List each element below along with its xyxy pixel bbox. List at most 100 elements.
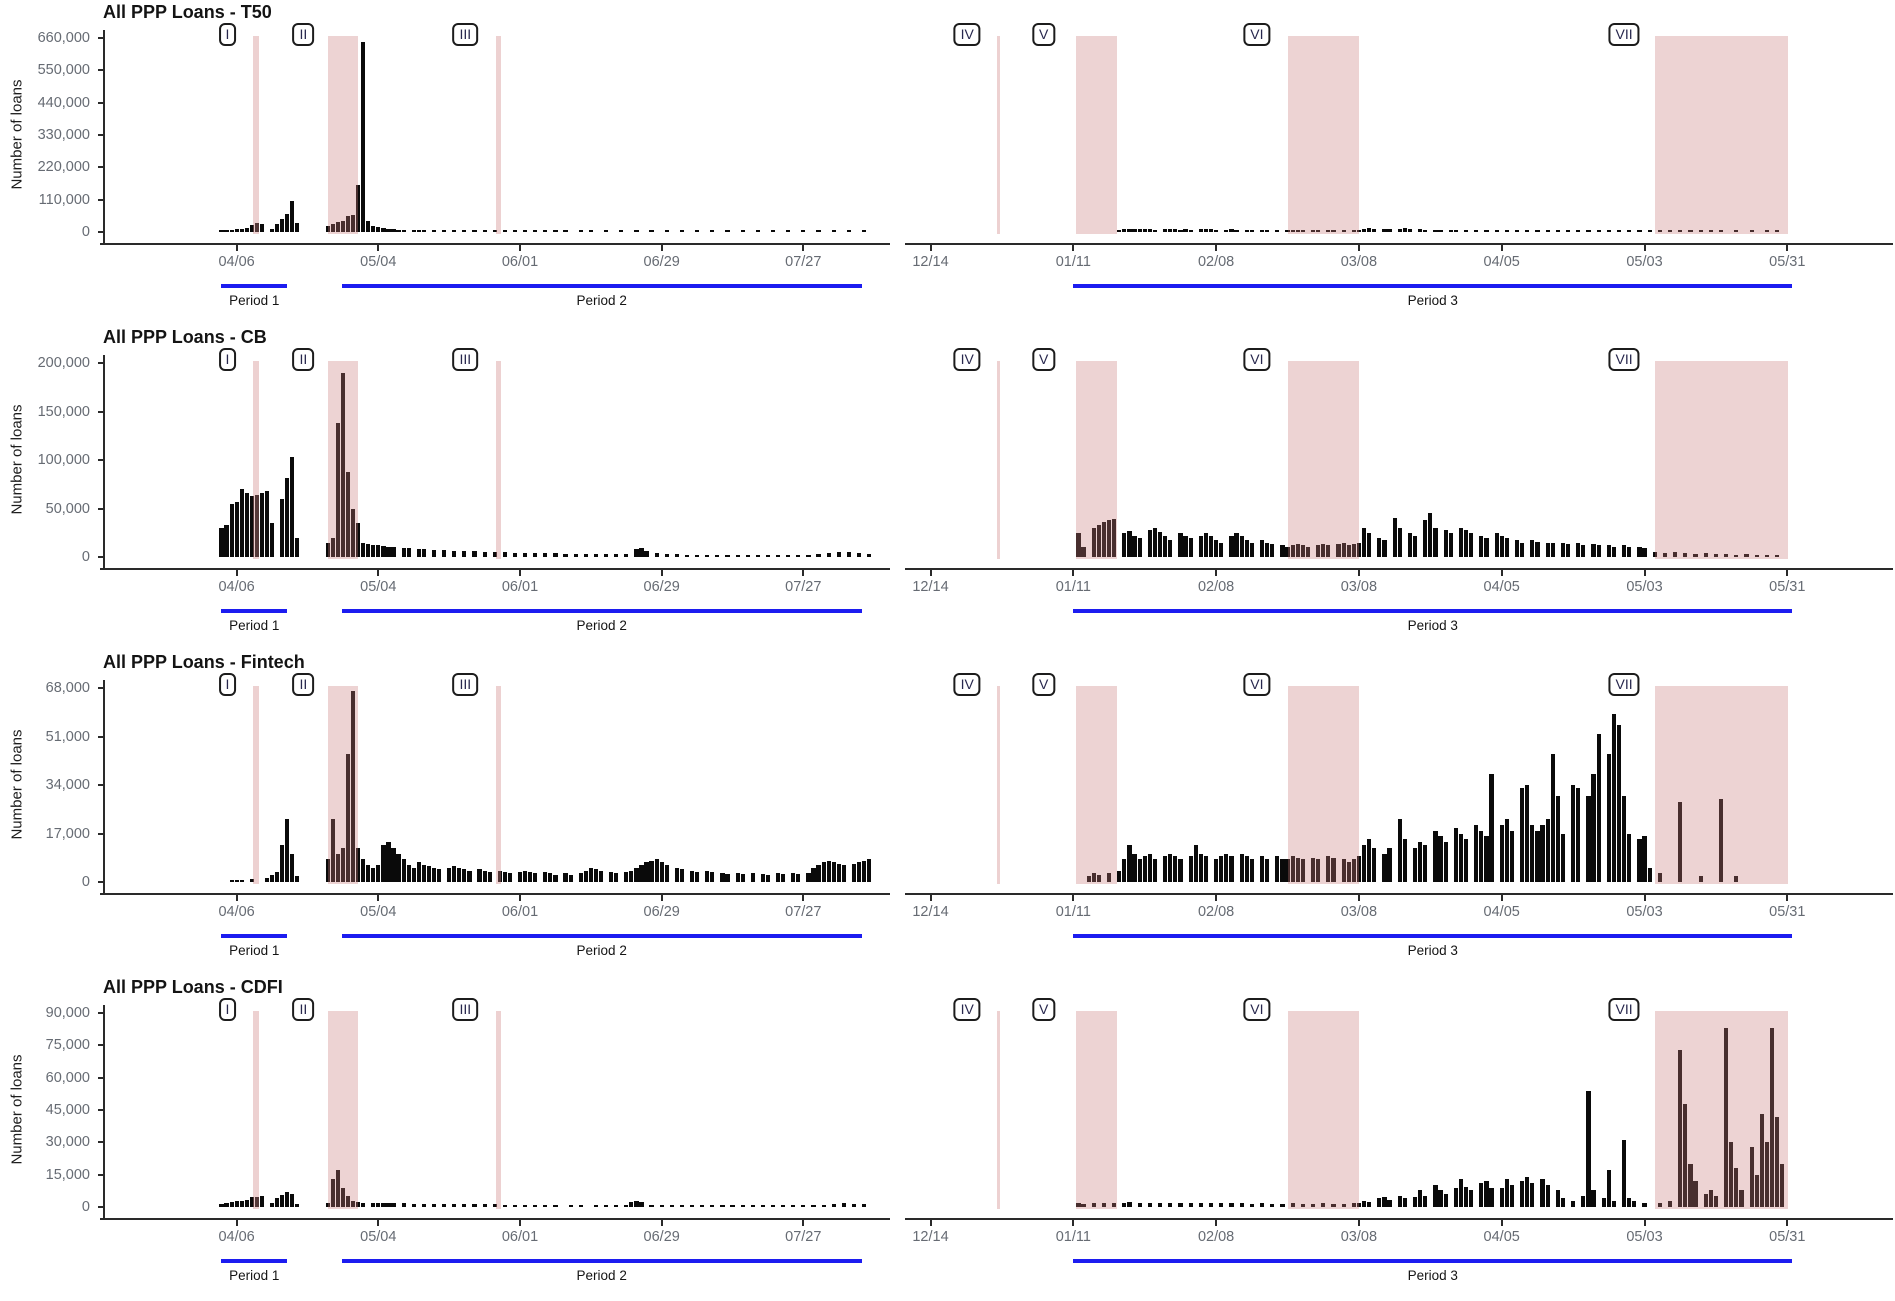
y-tick-label: 68,000	[45, 680, 90, 696]
period-label: Period 1	[229, 293, 280, 308]
bar	[1458, 527, 1464, 557]
y-axis: 0 50,000 100,000 150,000 200,000	[0, 325, 104, 650]
y-tick-mark	[98, 1076, 104, 1079]
bar	[1152, 229, 1158, 232]
bar	[1545, 542, 1550, 557]
bar	[639, 548, 644, 557]
event-label-V: V	[1032, 348, 1056, 371]
bar	[816, 864, 821, 882]
x-tick-mark	[802, 570, 805, 576]
x-tick-label: 04/05	[1483, 1229, 1520, 1245]
x-tick-label: 03/08	[1340, 579, 1378, 595]
bar	[1647, 230, 1652, 232]
bar	[1112, 1202, 1117, 1207]
bar	[1560, 1198, 1566, 1207]
event-band-II	[327, 686, 359, 884]
bar	[386, 228, 391, 232]
bar	[1219, 856, 1224, 882]
bar	[1734, 876, 1739, 882]
bar	[285, 1191, 290, 1207]
bar	[679, 869, 685, 882]
event-band-III	[496, 36, 501, 234]
bar	[1703, 1194, 1708, 1207]
period-label: Period 2	[576, 293, 627, 308]
bar	[1734, 1168, 1739, 1207]
bar	[1642, 1202, 1647, 1207]
x-tick-label: 03/08	[1340, 1229, 1378, 1245]
bar	[269, 228, 275, 232]
bar	[1198, 853, 1203, 882]
bar	[1484, 836, 1489, 882]
event-label-VI: VI	[1243, 673, 1271, 696]
bar	[1525, 1176, 1530, 1207]
period-line-period-1	[221, 934, 288, 938]
bar	[1377, 537, 1382, 557]
bar	[1244, 229, 1249, 232]
left-x-axis-line	[100, 568, 890, 570]
bar	[335, 1170, 340, 1207]
x-tick-mark	[929, 895, 932, 901]
bar	[1147, 1202, 1152, 1207]
period-label: Period 1	[229, 618, 280, 633]
bar	[1137, 537, 1142, 557]
bar	[366, 864, 371, 882]
bar	[1525, 785, 1530, 882]
bar	[224, 1203, 229, 1207]
bar	[280, 218, 285, 232]
period-label: Period 3	[1407, 293, 1458, 308]
bar	[1606, 1170, 1611, 1207]
bar	[280, 844, 285, 882]
bar	[801, 1205, 806, 1207]
x-tick-label: 06/01	[501, 254, 539, 270]
y-tick-label: 17,000	[45, 825, 90, 842]
bar	[811, 1205, 816, 1207]
bar	[1157, 531, 1163, 557]
bar	[1193, 844, 1198, 882]
bar	[244, 1199, 249, 1207]
y-tick-mark	[98, 1044, 104, 1047]
bar	[386, 1202, 391, 1207]
x-tick-mark	[519, 1220, 521, 1226]
x-tick-mark	[1786, 570, 1789, 576]
bar	[1520, 542, 1525, 557]
bar	[649, 1204, 654, 1207]
bar	[1316, 545, 1321, 557]
bar	[1091, 873, 1096, 882]
event-label-IV: IV	[953, 348, 981, 371]
bar	[700, 1205, 705, 1207]
y-tick-mark	[98, 784, 104, 786]
bar	[1591, 544, 1596, 557]
bar	[1520, 787, 1525, 882]
bar	[1418, 842, 1423, 882]
bar	[396, 853, 401, 882]
bar	[401, 859, 406, 882]
bar	[416, 548, 421, 557]
bar	[1372, 228, 1377, 232]
y-tick-label: 110,000	[38, 191, 90, 208]
bar	[411, 229, 416, 232]
bar	[1224, 853, 1229, 882]
bar	[1535, 830, 1540, 882]
bar	[1494, 532, 1499, 557]
event-label-VII: VII	[1608, 23, 1640, 46]
bar	[1545, 230, 1550, 232]
bar	[624, 554, 629, 557]
bar	[1596, 545, 1601, 557]
bar	[1616, 230, 1622, 232]
event-label-III: III	[452, 673, 479, 696]
bar	[781, 1205, 786, 1207]
bar	[1754, 554, 1759, 557]
x-tick-mark	[1215, 1220, 1218, 1226]
bar	[1632, 1200, 1637, 1207]
bar	[1178, 1203, 1183, 1207]
bar	[325, 1202, 330, 1207]
bar	[1137, 859, 1142, 882]
bar	[1494, 230, 1499, 232]
bar	[1586, 230, 1591, 232]
left-x-axis-line	[100, 243, 890, 245]
bar	[1168, 1202, 1173, 1207]
bar	[1764, 230, 1770, 232]
bar	[775, 873, 781, 882]
bar	[371, 867, 376, 882]
bar	[1188, 1202, 1193, 1207]
